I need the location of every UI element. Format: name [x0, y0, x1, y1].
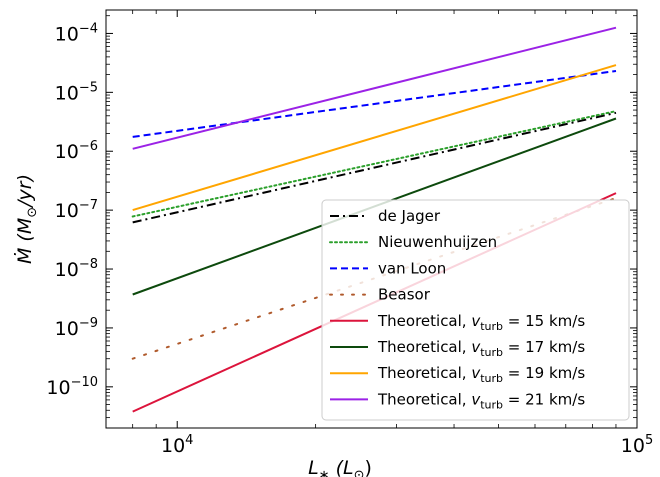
series-line-6 [132, 64, 617, 212]
series-line-0 [132, 111, 617, 224]
legend-entries: de Jager Nieuwenhuijzen van Loon Beasor Theo… [329, 207, 585, 411]
y-tick-label: 10−5 [55, 80, 98, 104]
legend-label-4: Theoretical, vturb = 15 km/s [377, 312, 585, 333]
x-tick-label: 105 [621, 433, 653, 457]
y-axis-label: Ṁ (M⊙/yr) [13, 174, 40, 264]
x-axis-label: L∗ (L⊙) [308, 457, 372, 477]
legend-label-6: Theoretical, vturb = 19 km/s [377, 364, 585, 385]
legend: de Jager Nieuwenhuijzen van Loon Beasor Theo… [321, 199, 630, 421]
y-tick-label: 10−8 [55, 257, 98, 281]
legend-label-3: Beasor [378, 286, 431, 304]
series-line-1 [131, 110, 617, 218]
axis-ticks [106, 10, 638, 428]
y-tick-label: 10−7 [55, 198, 98, 222]
legend-label-1: Nieuwenhuijzen [378, 233, 497, 251]
series-line-2 [132, 70, 617, 138]
y-tick-label: 10−4 [55, 21, 98, 45]
y-tick-label: 10−10 [46, 375, 98, 399]
legend-label-2: van Loon [378, 259, 446, 277]
legend-label-0: de Jager [378, 207, 441, 225]
legend-box [321, 199, 630, 421]
y-tick-label: 10−6 [55, 139, 98, 163]
y-tick-label: 10−9 [55, 316, 98, 340]
tick-labels: 104 105 10−10 10−9 10−8 10−7 10−6 10−5 10−4 [46, 21, 653, 457]
legend-label-7: Theoretical, vturb = 21 km/s [377, 390, 585, 411]
x-tick-label: 104 [161, 433, 193, 457]
legend-label-5: Theoretical, vturb = 17 km/s [377, 338, 585, 359]
series-line-7 [132, 26, 617, 150]
